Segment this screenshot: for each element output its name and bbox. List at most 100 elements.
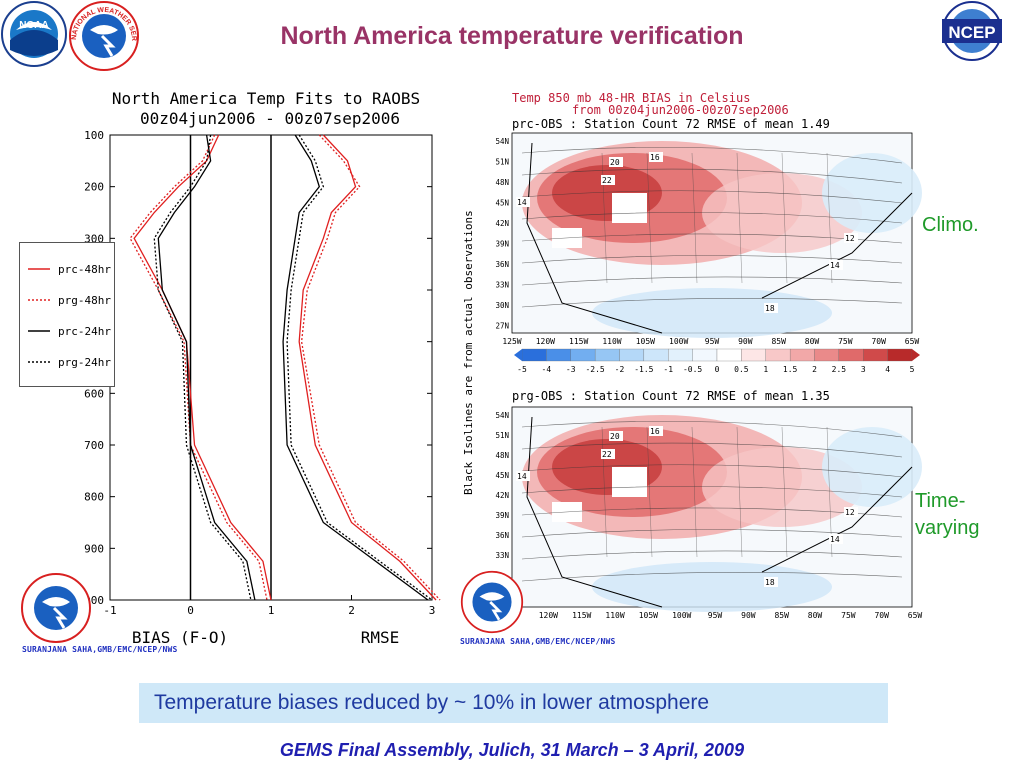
lon-tick-label: 110W bbox=[602, 337, 621, 346]
lat-tick-label: 51N bbox=[495, 431, 509, 440]
map-title: Temp 850 mb 48-HR BIAS in Celsius bbox=[512, 91, 750, 105]
lon-tick-label: 120W bbox=[539, 611, 558, 620]
bias-line-prc-24hr bbox=[157, 134, 256, 601]
isoline-label: 20 bbox=[610, 432, 620, 441]
climo-label: Climo. bbox=[922, 214, 979, 236]
lat-tick-label: 36N bbox=[495, 260, 509, 269]
lat-tick-label: 48N bbox=[495, 178, 509, 187]
lat-tick-label: 54N bbox=[495, 411, 509, 420]
colorbar-label: 0 bbox=[715, 365, 720, 374]
isoline-label: 16 bbox=[650, 427, 660, 436]
map1-panel-title: prc-OBS : Station Count 72 RMSE of mean … bbox=[512, 117, 830, 131]
noaa-logo-text: NOAA bbox=[19, 20, 48, 31]
lon-tick-label: 75W bbox=[841, 611, 856, 620]
isoline-label: 14 bbox=[517, 198, 527, 207]
chart-legend: prc-48hr prg-48hr prc-24hr prg-24hr bbox=[19, 242, 115, 387]
isoline-label: 16 bbox=[650, 153, 660, 162]
colorbar-label: 4 bbox=[885, 365, 890, 374]
bias-line-prg-48hr bbox=[129, 134, 268, 601]
lon-tick-label: 65W bbox=[908, 611, 923, 620]
colorbar-label: 1.5 bbox=[783, 365, 798, 374]
colorbar-label: -0.5 bbox=[683, 365, 702, 374]
nws-logo-bottom-left bbox=[20, 572, 92, 649]
isoline-label: 12 bbox=[845, 508, 855, 517]
map1: 54N 51N 48N 45N 42N 39N 36N 33N 30N 27N 125W 120W 1… bbox=[495, 132, 922, 346]
colorbar-label: -4 bbox=[542, 365, 552, 374]
chart-title: North America Temp Fits to RAOBS bbox=[112, 89, 420, 108]
colorbar-label: 1 bbox=[763, 365, 768, 374]
colorbar-swatch bbox=[570, 348, 596, 362]
colorbar-label: 5 bbox=[910, 365, 915, 374]
lat-tick-label: 48N bbox=[495, 451, 509, 460]
lon-tick-label: 85W bbox=[771, 337, 786, 346]
lon-tick-label: 95W bbox=[705, 337, 720, 346]
isoline-label: 14 bbox=[830, 261, 840, 270]
lon-tick-label: 110W bbox=[605, 611, 624, 620]
y-tick-label: 800 bbox=[84, 491, 104, 504]
x-tick-label: 2 bbox=[348, 604, 355, 617]
lon-tick-label: 75W bbox=[838, 337, 853, 346]
callout-box: Temperature biases reduced by ~ 10% in l… bbox=[139, 683, 888, 723]
colorbar-swatch bbox=[619, 348, 645, 362]
colorbar-swatch bbox=[643, 348, 669, 362]
isoline-label: 14 bbox=[830, 535, 840, 544]
noaa-logo: NOAA bbox=[0, 0, 68, 73]
y-tick-label: 700 bbox=[84, 439, 104, 452]
colorbar-label: 2 bbox=[812, 365, 817, 374]
isoline-label: 22 bbox=[602, 176, 612, 185]
time-varying-label: Time-varying bbox=[915, 490, 980, 539]
lon-tick-label: 105W bbox=[639, 611, 658, 620]
isoline-label: 18 bbox=[765, 578, 775, 587]
colorbar-label: -2.5 bbox=[585, 365, 604, 374]
credit-left: SURANJANA SAHA,GMB/EMC/NCEP/NWS bbox=[22, 645, 178, 654]
lon-tick-label: 65W bbox=[905, 337, 920, 346]
lat-tick-label: 54N bbox=[495, 137, 509, 146]
colorbar-swatch bbox=[863, 348, 888, 362]
lon-tick-label: 70W bbox=[874, 611, 889, 620]
slide-title: North America temperature verification bbox=[280, 22, 744, 50]
colorbar-swatch bbox=[838, 348, 864, 362]
colorbar-swatch bbox=[692, 348, 718, 362]
map2: 54N 51N 48N 45N 42N 39N 36N 33N 120W 115W 110W 105… bbox=[495, 406, 923, 620]
credit-right: SURANJANA SAHA,GMB/EMC/NCEP/NWS bbox=[460, 637, 616, 646]
chart-subtitle: 00z04jun2006 - 00z07sep2006 bbox=[140, 109, 400, 128]
colorbar-swatch bbox=[594, 348, 620, 362]
lon-tick-label: 70W bbox=[871, 337, 886, 346]
lat-tick-label: 27N bbox=[495, 322, 509, 331]
profile-series bbox=[129, 134, 441, 601]
rmse-axis-label: RMSE bbox=[361, 628, 400, 647]
lon-tick-label: 125W bbox=[502, 337, 521, 346]
lat-tick-label: 45N bbox=[495, 471, 509, 480]
legend-label-prg-24hr: prg-24hr bbox=[58, 356, 111, 369]
colorbar-label: 3 bbox=[861, 365, 866, 374]
lat-tick-label: 51N bbox=[495, 158, 509, 167]
isoline-label: 18 bbox=[765, 304, 775, 313]
colorbar-swatch bbox=[789, 348, 815, 362]
colorbar-swatch bbox=[546, 348, 571, 362]
isoline-label: 14 bbox=[517, 472, 527, 481]
ncep-logo: NCEP bbox=[922, 0, 1022, 67]
colorbar-swatch bbox=[741, 348, 766, 362]
lat-tick-label: 36N bbox=[495, 531, 509, 540]
colorbar-label: -1.5 bbox=[634, 365, 653, 374]
colorbar-swatch bbox=[814, 348, 840, 362]
footer: GEMS Final Assembly, Julich, 31 March – … bbox=[279, 740, 745, 760]
lat-tick-label: 45N bbox=[495, 199, 509, 208]
lon-tick-label: 95W bbox=[708, 611, 723, 620]
lat-tick-label: 42N bbox=[495, 219, 509, 228]
colorbar-swatch bbox=[765, 348, 791, 362]
colorbar-swatch bbox=[887, 348, 913, 362]
lon-tick-label: 115W bbox=[569, 337, 588, 346]
rmse-line-prc-24hr bbox=[282, 134, 429, 601]
x-tick-label: -1 bbox=[103, 604, 116, 617]
lon-tick-label: 115W bbox=[572, 611, 591, 620]
y-tick-label: 600 bbox=[84, 387, 104, 400]
lat-tick-label: 33N bbox=[495, 551, 509, 560]
lat-tick-label: 39N bbox=[495, 511, 509, 520]
y-tick-label: 200 bbox=[84, 181, 104, 194]
bias-map-figure: Temp 850 mb 48-HR BIAS in Celsius from 0… bbox=[462, 91, 923, 620]
legend-label-prc-24hr: prc-24hr bbox=[58, 325, 111, 338]
lon-tick-label: 90W bbox=[738, 337, 753, 346]
ncep-logo-text: NCEP bbox=[948, 23, 995, 42]
lon-tick-label: 100W bbox=[672, 611, 691, 620]
